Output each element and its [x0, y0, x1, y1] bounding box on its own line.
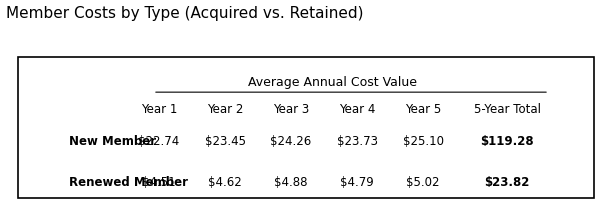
Text: $23.73: $23.73 [337, 134, 377, 147]
Text: $24.26: $24.26 [271, 134, 311, 147]
Text: Renewed Member: Renewed Member [69, 175, 188, 188]
Text: $5.02: $5.02 [406, 175, 440, 188]
Text: Year 5: Year 5 [405, 103, 441, 116]
Text: New Member: New Member [69, 134, 156, 147]
Text: Year 3: Year 3 [273, 103, 309, 116]
Text: $22.74: $22.74 [139, 134, 179, 147]
Text: $4.88: $4.88 [274, 175, 308, 188]
Text: $4.51: $4.51 [142, 175, 176, 188]
Text: Year 1: Year 1 [141, 103, 177, 116]
Text: $4.79: $4.79 [340, 175, 374, 188]
FancyBboxPatch shape [18, 58, 594, 198]
Text: $23.82: $23.82 [484, 175, 530, 188]
Text: Member Costs by Type (Acquired vs. Retained): Member Costs by Type (Acquired vs. Retai… [6, 6, 364, 21]
Text: Year 4: Year 4 [339, 103, 375, 116]
Text: $4.62: $4.62 [208, 175, 242, 188]
Text: 5-Year Total: 5-Year Total [473, 103, 541, 116]
Text: Year 2: Year 2 [207, 103, 243, 116]
Text: Average Annual Cost Value: Average Annual Cost Value [248, 75, 418, 88]
Text: $23.45: $23.45 [205, 134, 245, 147]
Text: $25.10: $25.10 [403, 134, 443, 147]
Text: $119.28: $119.28 [480, 134, 534, 147]
